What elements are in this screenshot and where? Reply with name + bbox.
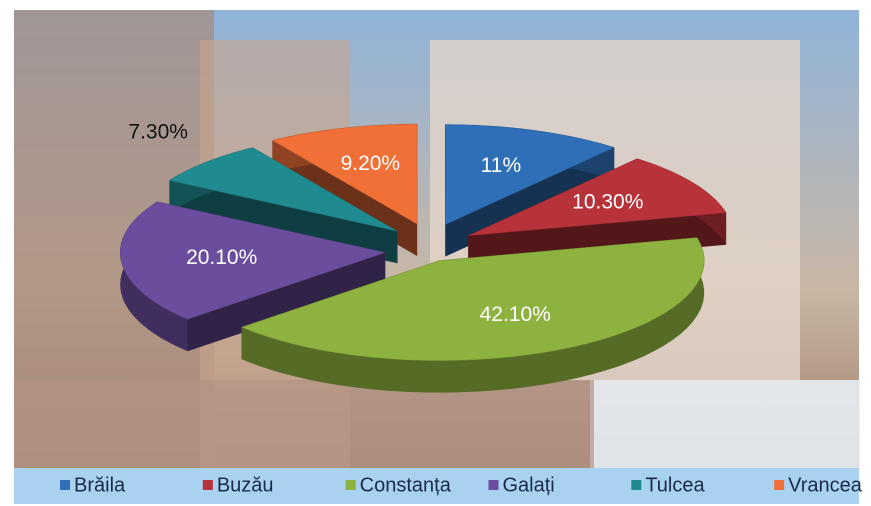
legend-label: Vrancea: [788, 474, 863, 496]
data-label: 11%: [481, 154, 521, 177]
legend-label: Tulcea: [645, 474, 705, 496]
legend-swatch: [60, 480, 70, 490]
data-label: 10.30%: [572, 191, 643, 214]
legend-label: Brăila: [74, 474, 126, 496]
data-label: 7.30%: [128, 120, 188, 143]
data-label: 20.10%: [186, 246, 257, 269]
legend-label: Buzău: [217, 474, 274, 496]
legend-swatch: [346, 480, 356, 490]
legend-swatch: [631, 480, 641, 490]
legend-label: Galați: [503, 474, 555, 496]
legend-label: Constanța: [360, 474, 452, 496]
legend-swatch: [489, 480, 499, 490]
data-label: 42.10%: [480, 303, 551, 326]
data-label: 9.20%: [341, 152, 401, 175]
chart: 11% 10.30% 42.10% 20.10% 7.30% 9.20% Brăila Bu…: [0, 0, 871, 506]
legend-swatch: [203, 480, 213, 490]
legend-swatch: [774, 480, 784, 490]
